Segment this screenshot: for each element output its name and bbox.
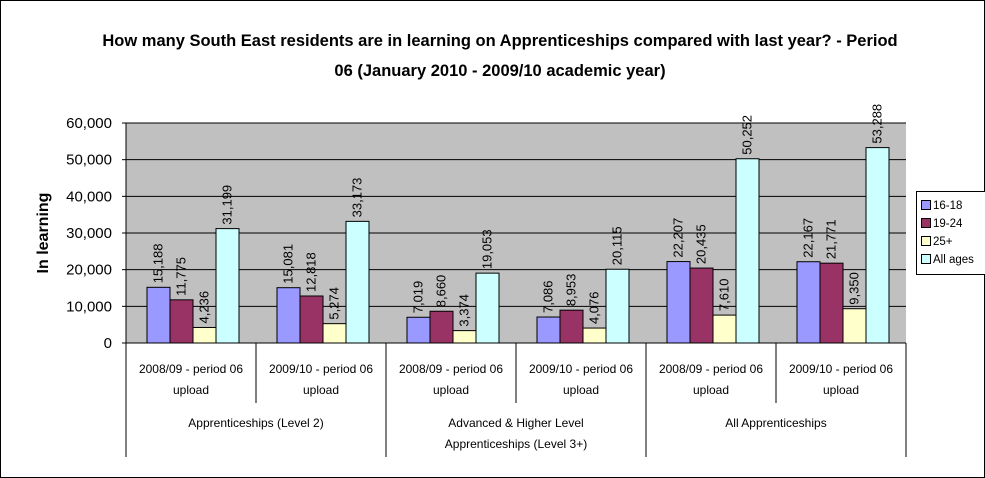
bar [475, 272, 500, 344]
bar [796, 261, 821, 344]
x-tick-label: 2009/10 - period 06 [529, 362, 633, 376]
bar [842, 308, 867, 344]
data-label: 15,188 [151, 244, 166, 284]
data-label: 53,288 [870, 104, 885, 144]
tick-labels: 0 10,000 20,000 30,000 40,000 50,000 60,000 [66, 115, 112, 352]
x-tick-label: 2008/09 - period 06 [659, 362, 763, 376]
data-label: 50,252 [740, 115, 755, 155]
data-label: 15,081 [281, 244, 296, 284]
bar [429, 310, 454, 344]
x-tick-label: 2009/10 - period 06 [269, 362, 373, 376]
bar [299, 295, 324, 344]
data-label: 7,086 [541, 280, 556, 313]
y-tick-label: 20,000 [66, 262, 112, 279]
legend-swatch [921, 235, 931, 246]
x-tick-label: 2008/09 - period 06 [139, 362, 243, 376]
bar [735, 158, 760, 344]
data-label: 9,350 [847, 272, 862, 305]
bar [689, 267, 714, 344]
data-label: 31,199 [220, 185, 235, 225]
chart-title: How many South East residents are in lea… [102, 32, 898, 80]
data-label: 12,818 [304, 252, 319, 292]
group-label: All Apprenticeships [725, 416, 826, 430]
data-label: 8,953 [564, 274, 579, 307]
data-label: 7,019 [411, 281, 426, 314]
legend-label: 16-18 [933, 200, 963, 212]
data-label: 11,775 [174, 257, 189, 296]
data-label: 19,053 [480, 229, 495, 269]
data-label: 20,115 [610, 226, 625, 265]
x-tick-label: upload [303, 383, 339, 397]
bar [215, 228, 240, 344]
data-label: 5,274 [327, 287, 342, 320]
bar [582, 327, 607, 344]
legend-swatch [921, 217, 931, 228]
bar [169, 299, 194, 344]
bar [276, 287, 301, 344]
legend-item: 25+ [921, 235, 953, 249]
group-label: Advanced & Higher Level [448, 416, 583, 430]
y-tick-label: 0 [104, 335, 112, 352]
bar [605, 268, 630, 344]
x-tick-label: upload [693, 383, 729, 397]
bar [406, 316, 431, 344]
bar [865, 147, 890, 344]
data-label: 33,173 [350, 178, 365, 218]
bar [712, 314, 737, 344]
data-label: 3,374 [457, 294, 472, 327]
y-tick-label: 40,000 [66, 188, 112, 205]
x-tick-label: upload [823, 383, 859, 397]
x-tick-label: 2008/09 - period 06 [399, 362, 503, 376]
x-tick-label: upload [173, 383, 209, 397]
bar [452, 330, 477, 344]
category-axis: 2008/09 - period 06 upload 2009/10 - perio… [125, 343, 907, 457]
bar [559, 309, 584, 344]
legend-item: 16-18 [921, 199, 962, 213]
y-tick-label: 60,000 [66, 115, 112, 132]
legend-item: 19-24 [921, 217, 962, 231]
legend-swatch [921, 199, 931, 210]
y-tick-label: 10,000 [66, 298, 112, 315]
bar [345, 220, 370, 344]
legend-swatch [921, 253, 931, 264]
bar [146, 286, 171, 344]
bars [146, 147, 890, 344]
bar [192, 326, 217, 344]
group-label: Apprenticeships (Level 2) [188, 416, 323, 430]
data-label: 22,207 [671, 218, 686, 258]
gridlines [122, 122, 906, 344]
legend-item: All ages [921, 253, 974, 267]
legend: 16-18 19-24 25+ All ages [916, 191, 985, 275]
bar [666, 261, 691, 344]
y-axis-label: In learning [35, 193, 52, 274]
data-label: 4,236 [197, 291, 212, 324]
data-label: 4,076 [587, 292, 602, 325]
x-tick-label: upload [433, 383, 469, 397]
data-label: 21,771 [824, 219, 839, 259]
bar [819, 262, 844, 344]
legend-label: All ages [933, 254, 974, 266]
data-label: 7,610 [717, 279, 732, 312]
y-tick-label: 50,000 [66, 152, 112, 169]
data-label: 20,435 [694, 224, 709, 264]
bar [322, 323, 347, 344]
bar [536, 316, 561, 344]
x-tick-label: upload [563, 383, 599, 397]
legend-label: 25+ [933, 236, 953, 248]
data-label: 8,660 [434, 275, 449, 308]
group-label: Apprenticeships (Level 3+) [445, 437, 587, 451]
y-tick-label: 30,000 [66, 225, 112, 242]
data-label: 22,167 [801, 218, 816, 258]
data-labels: 15,188 15,081 7,019 7,086 22,207 22,167 11,775… [151, 104, 885, 327]
legend-label: 19-24 [933, 218, 963, 230]
x-tick-label: 2009/10 - period 06 [789, 362, 893, 376]
